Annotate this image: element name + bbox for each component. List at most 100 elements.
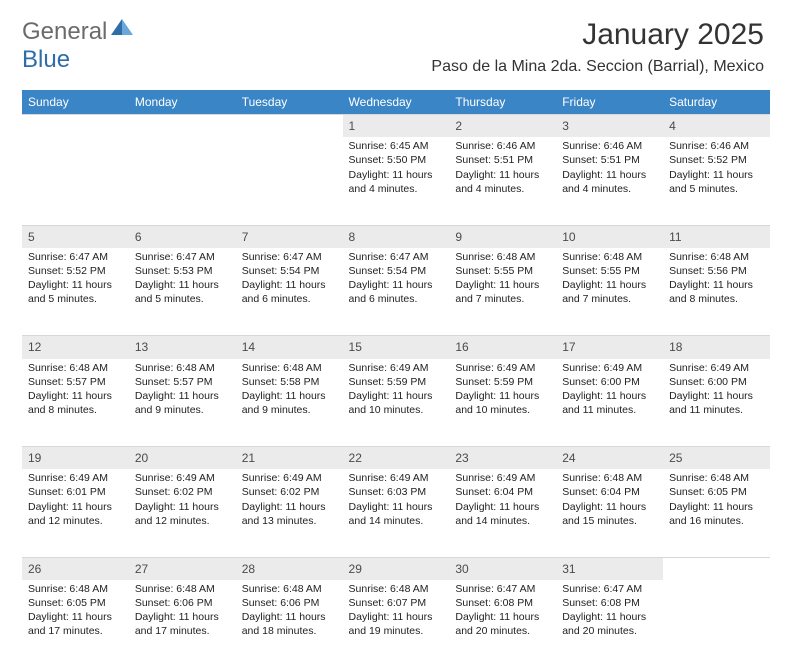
daylight-line1: Daylight: 11 hours xyxy=(28,278,123,292)
daylight-line2: and 8 minutes. xyxy=(669,292,764,306)
sunrise-text: Sunrise: 6:49 AM xyxy=(349,471,444,485)
daylight-line1: Daylight: 11 hours xyxy=(669,389,764,403)
day-content-cell: Sunrise: 6:48 AMSunset: 6:04 PMDaylight:… xyxy=(556,469,663,557)
day-number-cell: 7 xyxy=(236,225,343,248)
sunset-text: Sunset: 5:51 PM xyxy=(455,153,550,167)
day-content-cell: Sunrise: 6:48 AMSunset: 5:56 PMDaylight:… xyxy=(663,248,770,336)
daylight-line1: Daylight: 11 hours xyxy=(242,610,337,624)
sunrise-text: Sunrise: 6:47 AM xyxy=(135,250,230,264)
sunrise-text: Sunrise: 6:47 AM xyxy=(349,250,444,264)
daylight-line2: and 7 minutes. xyxy=(562,292,657,306)
sunset-text: Sunset: 5:57 PM xyxy=(135,375,230,389)
day-number-cell xyxy=(663,557,770,580)
daylight-line2: and 11 minutes. xyxy=(562,403,657,417)
day-content-cell: Sunrise: 6:45 AMSunset: 5:50 PMDaylight:… xyxy=(343,137,450,225)
daylight-line2: and 5 minutes. xyxy=(28,292,123,306)
sunrise-text: Sunrise: 6:48 AM xyxy=(28,582,123,596)
daylight-line2: and 5 minutes. xyxy=(135,292,230,306)
day-number-cell: 19 xyxy=(22,447,129,470)
day-number-cell: 24 xyxy=(556,447,663,470)
sunrise-text: Sunrise: 6:49 AM xyxy=(135,471,230,485)
day-content-cell: Sunrise: 6:47 AMSunset: 5:53 PMDaylight:… xyxy=(129,248,236,336)
day-content-cell: Sunrise: 6:48 AMSunset: 6:07 PMDaylight:… xyxy=(343,580,450,668)
day-content-cell: Sunrise: 6:47 AMSunset: 5:54 PMDaylight:… xyxy=(343,248,450,336)
daylight-line2: and 17 minutes. xyxy=(135,624,230,638)
sunset-text: Sunset: 6:04 PM xyxy=(562,485,657,499)
day-number-cell: 25 xyxy=(663,447,770,470)
logo-text-general: General xyxy=(22,18,107,46)
daylight-line2: and 14 minutes. xyxy=(349,514,444,528)
day-content-cell: Sunrise: 6:48 AMSunset: 6:06 PMDaylight:… xyxy=(236,580,343,668)
day-content-cell xyxy=(129,137,236,225)
day-content-cell: Sunrise: 6:48 AMSunset: 5:58 PMDaylight:… xyxy=(236,359,343,447)
day-content-cell: Sunrise: 6:49 AMSunset: 6:02 PMDaylight:… xyxy=(129,469,236,557)
sunset-text: Sunset: 5:54 PM xyxy=(242,264,337,278)
daylight-line1: Daylight: 11 hours xyxy=(135,278,230,292)
day-content-cell: Sunrise: 6:49 AMSunset: 6:02 PMDaylight:… xyxy=(236,469,343,557)
day-content-cell: Sunrise: 6:48 AMSunset: 5:57 PMDaylight:… xyxy=(129,359,236,447)
sunset-text: Sunset: 6:08 PM xyxy=(562,596,657,610)
sunrise-text: Sunrise: 6:48 AM xyxy=(562,250,657,264)
month-title: January 2025 xyxy=(431,18,764,52)
daylight-line1: Daylight: 11 hours xyxy=(349,389,444,403)
sunrise-text: Sunrise: 6:48 AM xyxy=(242,361,337,375)
day-number-cell xyxy=(236,115,343,138)
day-content-cell: Sunrise: 6:46 AMSunset: 5:52 PMDaylight:… xyxy=(663,137,770,225)
day-number-row: 567891011 xyxy=(22,225,770,248)
daylight-line1: Daylight: 11 hours xyxy=(455,610,550,624)
day-content-cell: Sunrise: 6:46 AMSunset: 5:51 PMDaylight:… xyxy=(449,137,556,225)
sunrise-text: Sunrise: 6:49 AM xyxy=(669,361,764,375)
daylight-line1: Daylight: 11 hours xyxy=(242,278,337,292)
day-content-cell: Sunrise: 6:49 AMSunset: 5:59 PMDaylight:… xyxy=(343,359,450,447)
logo-text-blue: Blue xyxy=(22,46,70,73)
sunrise-text: Sunrise: 6:49 AM xyxy=(242,471,337,485)
sunset-text: Sunset: 6:07 PM xyxy=(349,596,444,610)
day-number-cell: 22 xyxy=(343,447,450,470)
day-number-cell: 26 xyxy=(22,557,129,580)
day-number-cell: 20 xyxy=(129,447,236,470)
day-content-cell: Sunrise: 6:47 AMSunset: 5:54 PMDaylight:… xyxy=(236,248,343,336)
day-content-cell: Sunrise: 6:48 AMSunset: 6:06 PMDaylight:… xyxy=(129,580,236,668)
day-number-cell: 23 xyxy=(449,447,556,470)
sunset-text: Sunset: 5:55 PM xyxy=(455,264,550,278)
sunrise-text: Sunrise: 6:48 AM xyxy=(349,582,444,596)
weekday-header: Monday xyxy=(129,90,236,115)
daylight-line2: and 15 minutes. xyxy=(562,514,657,528)
daylight-line2: and 13 minutes. xyxy=(242,514,337,528)
day-number-cell: 5 xyxy=(22,225,129,248)
daylight-line1: Daylight: 11 hours xyxy=(669,278,764,292)
sunrise-text: Sunrise: 6:46 AM xyxy=(669,139,764,153)
sunrise-text: Sunrise: 6:49 AM xyxy=(28,471,123,485)
daylight-line2: and 5 minutes. xyxy=(669,182,764,196)
daylight-line2: and 12 minutes. xyxy=(28,514,123,528)
sunset-text: Sunset: 6:06 PM xyxy=(135,596,230,610)
day-content-cell: Sunrise: 6:49 AMSunset: 6:00 PMDaylight:… xyxy=(556,359,663,447)
day-number-row: 1234 xyxy=(22,115,770,138)
sunset-text: Sunset: 6:00 PM xyxy=(562,375,657,389)
daylight-line2: and 20 minutes. xyxy=(455,624,550,638)
day-content-row: Sunrise: 6:47 AMSunset: 5:52 PMDaylight:… xyxy=(22,248,770,336)
day-number-cell xyxy=(129,115,236,138)
sunset-text: Sunset: 5:54 PM xyxy=(349,264,444,278)
logo-triangle-icon xyxy=(111,19,133,40)
day-number-row: 12131415161718 xyxy=(22,336,770,359)
day-content-cell: Sunrise: 6:48 AMSunset: 6:05 PMDaylight:… xyxy=(22,580,129,668)
sunset-text: Sunset: 6:02 PM xyxy=(135,485,230,499)
title-block: January 2025 Paso de la Mina 2da. Seccio… xyxy=(431,18,764,76)
daylight-line1: Daylight: 11 hours xyxy=(562,500,657,514)
weekday-header: Saturday xyxy=(663,90,770,115)
daylight-line1: Daylight: 11 hours xyxy=(349,500,444,514)
daylight-line1: Daylight: 11 hours xyxy=(28,610,123,624)
daylight-line2: and 17 minutes. xyxy=(28,624,123,638)
daylight-line2: and 10 minutes. xyxy=(455,403,550,417)
logo: General xyxy=(22,18,135,46)
sunrise-text: Sunrise: 6:47 AM xyxy=(28,250,123,264)
sunset-text: Sunset: 5:50 PM xyxy=(349,153,444,167)
header: General January 2025 Paso de la Mina 2da… xyxy=(0,0,792,76)
sunset-text: Sunset: 6:02 PM xyxy=(242,485,337,499)
day-content-row: Sunrise: 6:49 AMSunset: 6:01 PMDaylight:… xyxy=(22,469,770,557)
sunset-text: Sunset: 5:59 PM xyxy=(455,375,550,389)
daylight-line1: Daylight: 11 hours xyxy=(28,500,123,514)
day-content-cell: Sunrise: 6:49 AMSunset: 6:00 PMDaylight:… xyxy=(663,359,770,447)
daylight-line1: Daylight: 11 hours xyxy=(562,610,657,624)
